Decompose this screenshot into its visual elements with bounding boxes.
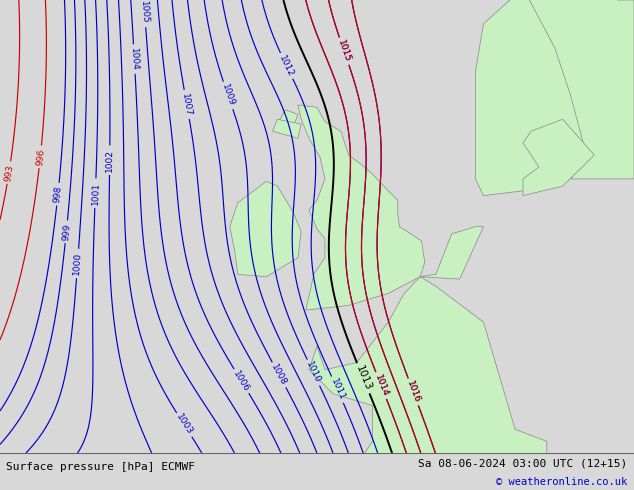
Text: 1016: 1016 <box>405 380 422 404</box>
Text: 1001: 1001 <box>91 181 100 205</box>
Text: 993: 993 <box>3 164 15 182</box>
Polygon shape <box>230 181 301 277</box>
Text: 1007: 1007 <box>180 92 193 117</box>
Text: 1014: 1014 <box>373 373 389 398</box>
Polygon shape <box>420 226 483 279</box>
Text: 1010: 1010 <box>304 360 323 385</box>
Text: 1000: 1000 <box>72 252 83 275</box>
Text: 1014: 1014 <box>373 373 389 398</box>
Text: 1003: 1003 <box>174 413 194 437</box>
Text: 1008: 1008 <box>269 363 288 387</box>
Text: 1015: 1015 <box>336 39 352 64</box>
Text: 1006: 1006 <box>231 369 251 393</box>
Text: 1004: 1004 <box>129 48 139 71</box>
Text: 1013: 1013 <box>354 364 373 392</box>
Text: 1012: 1012 <box>278 53 295 78</box>
Polygon shape <box>298 105 425 310</box>
Text: 1015: 1015 <box>336 39 352 64</box>
Text: Surface pressure [hPa] ECMWF: Surface pressure [hPa] ECMWF <box>6 462 195 472</box>
Text: 1002: 1002 <box>105 148 114 172</box>
Text: © weatheronline.co.uk: © weatheronline.co.uk <box>496 477 628 487</box>
Polygon shape <box>523 0 634 179</box>
Polygon shape <box>523 119 595 196</box>
Polygon shape <box>476 0 634 196</box>
Text: 1016: 1016 <box>405 380 422 404</box>
Text: 1011: 1011 <box>328 377 346 402</box>
Text: 996: 996 <box>35 147 46 166</box>
Polygon shape <box>309 277 547 477</box>
Text: 999: 999 <box>61 223 72 241</box>
Text: 1009: 1009 <box>220 83 236 108</box>
Text: Sa 08-06-2024 03:00 UTC (12+15): Sa 08-06-2024 03:00 UTC (12+15) <box>418 459 628 468</box>
Polygon shape <box>273 119 301 138</box>
Text: 998: 998 <box>53 185 63 203</box>
Text: 1005: 1005 <box>139 0 150 24</box>
Polygon shape <box>278 110 298 126</box>
